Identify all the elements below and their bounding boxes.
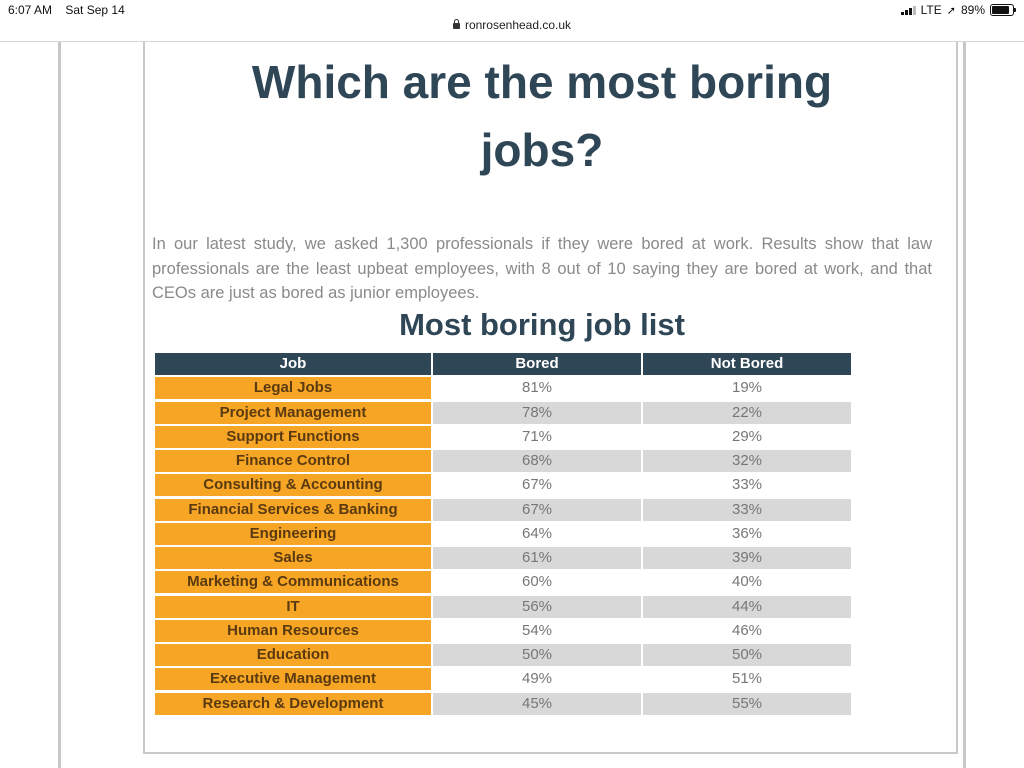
- bored-cell: 67%: [433, 498, 641, 521]
- table-row: Education 50% 50%: [155, 643, 851, 667]
- signal-icon: [900, 5, 916, 15]
- job-cell: Executive Management: [155, 668, 431, 691]
- header-bored: Bored: [433, 353, 641, 375]
- table-row: Legal Jobs 81% 19%: [155, 376, 851, 400]
- not-bored-cell: 33%: [643, 474, 851, 497]
- job-cell: IT: [155, 595, 431, 618]
- job-cell: Human Resources: [155, 619, 431, 642]
- table-row: Financial Services & Banking 67% 33%: [155, 498, 851, 522]
- boring-jobs-table: Job Bored Not Bored Legal Jobs 81% 19% Proj…: [155, 352, 851, 716]
- bored-cell: 45%: [433, 692, 641, 715]
- job-cell: Research & Development: [155, 692, 431, 715]
- job-cell: Project Management: [155, 401, 431, 424]
- status-time: 6:07 AM: [8, 3, 53, 17]
- page-title-line-1: Which are the most boring: [251, 56, 833, 108]
- not-bored-cell: 22%: [643, 401, 851, 424]
- not-bored-cell: 44%: [643, 595, 851, 618]
- table-row: Research & Development 45% 55%: [155, 692, 851, 716]
- not-bored-cell: 32%: [643, 450, 851, 472]
- job-cell: Financial Services & Banking: [155, 498, 431, 521]
- table-row: Human Resources 54% 46%: [155, 619, 851, 643]
- url-text[interactable]: ronrosenhead.co.uk: [464, 18, 572, 32]
- table-row: Marketing & Communications 60% 40%: [155, 570, 851, 594]
- page-title: Which are the most boring jobs?: [0, 48, 1024, 184]
- table-row: Finance Control 68% 32%: [155, 449, 851, 473]
- network-label: LTE: [920, 3, 942, 17]
- bored-cell: 81%: [433, 377, 641, 400]
- bored-cell: 56%: [433, 595, 641, 618]
- bored-cell: 60%: [433, 571, 641, 594]
- table-row: Project Management 78% 22%: [155, 401, 851, 425]
- bored-cell: 78%: [433, 401, 641, 424]
- page-title-line-2: jobs?: [480, 124, 604, 176]
- not-bored-cell: 36%: [643, 522, 851, 545]
- status-date: Sat Sep 14: [65, 3, 125, 17]
- battery-percent: 89%: [960, 3, 985, 17]
- table-row: Executive Management 49% 51%: [155, 667, 851, 691]
- table-row: IT 56% 44%: [155, 595, 851, 619]
- job-cell: Legal Jobs: [155, 377, 431, 400]
- job-cell: Marketing & Communications: [155, 571, 431, 594]
- page-frame: [58, 42, 966, 768]
- bored-cell: 49%: [433, 668, 641, 691]
- table-row: Consulting & Accounting 67% 33%: [155, 473, 851, 497]
- job-cell: Consulting & Accounting: [155, 474, 431, 497]
- job-cell: Education: [155, 644, 431, 666]
- table-body: Legal Jobs 81% 19% Project Management 78% 22%…: [155, 376, 851, 716]
- job-cell: Finance Control: [155, 450, 431, 472]
- not-bored-cell: 50%: [643, 644, 851, 666]
- location-arrow-icon: ➚: [946, 4, 956, 17]
- not-bored-cell: 46%: [643, 619, 851, 642]
- table-row: Sales 61% 39%: [155, 546, 851, 570]
- header-not-bored: Not Bored: [643, 353, 851, 375]
- bored-cell: 54%: [433, 619, 641, 642]
- bored-cell: 64%: [433, 522, 641, 545]
- not-bored-cell: 39%: [643, 547, 851, 569]
- status-bar-right: LTE ➚ 89%: [900, 3, 1016, 17]
- lock-icon: [452, 19, 460, 29]
- table-title: Most boring job list: [399, 307, 685, 342]
- bored-cell: 68%: [433, 450, 641, 472]
- toolbar-divider: [0, 41, 1024, 42]
- not-bored-cell: 55%: [643, 692, 851, 715]
- intro-paragraph: In our latest study, we asked 1,300 prof…: [152, 235, 932, 302]
- bored-cell: 61%: [433, 547, 641, 569]
- table-row: Engineering 64% 36%: [155, 522, 851, 546]
- table-header-row: Job Bored Not Bored: [155, 352, 851, 376]
- status-bar-left: 6:07 AM Sat Sep 14: [8, 3, 135, 17]
- address-bar[interactable]: ronrosenhead.co.uk: [0, 18, 1024, 40]
- job-cell: Engineering: [155, 522, 431, 545]
- bored-cell: 67%: [433, 474, 641, 497]
- not-bored-cell: 29%: [643, 425, 851, 448]
- job-cell: Sales: [155, 547, 431, 569]
- bored-cell: 50%: [433, 644, 641, 666]
- bored-cell: 71%: [433, 425, 641, 448]
- not-bored-cell: 51%: [643, 668, 851, 691]
- not-bored-cell: 33%: [643, 498, 851, 521]
- job-cell: Support Functions: [155, 425, 431, 448]
- header-job: Job: [155, 353, 431, 375]
- table-row: Support Functions 71% 29%: [155, 425, 851, 449]
- not-bored-cell: 40%: [643, 571, 851, 594]
- status-bar: 6:07 AM Sat Sep 14 LTE ➚ 89%: [0, 0, 1024, 22]
- battery-icon: [990, 4, 1016, 16]
- not-bored-cell: 19%: [643, 377, 851, 400]
